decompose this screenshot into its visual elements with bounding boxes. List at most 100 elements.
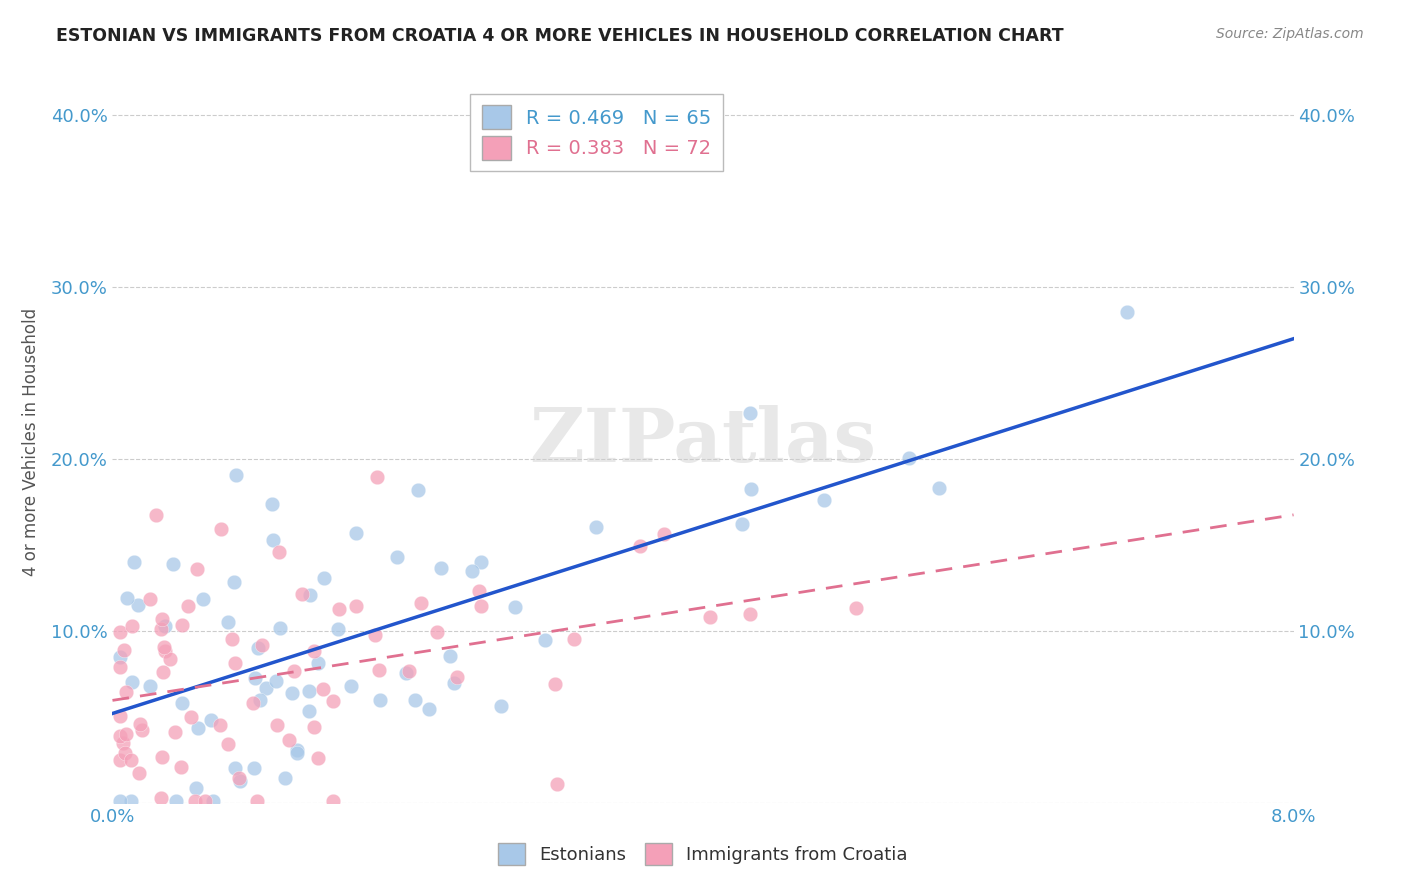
Point	[208, 718, 231, 732]
Point	[340, 679, 363, 693]
Point	[262, 533, 284, 547]
Point	[120, 753, 142, 767]
Point	[222, 574, 245, 589]
Point	[562, 632, 585, 646]
Point	[108, 729, 131, 743]
Point	[221, 632, 243, 646]
Point	[108, 709, 131, 723]
Point	[162, 558, 184, 572]
Point	[738, 607, 761, 621]
Point	[115, 685, 138, 699]
Point	[652, 527, 675, 541]
Point	[274, 771, 297, 785]
Text: ESTONIAN VS IMMIGRANTS FROM CROATIA 4 OR MORE VEHICLES IN HOUSEHOLD CORRELATION : ESTONIAN VS IMMIGRANTS FROM CROATIA 4 OR…	[56, 27, 1064, 45]
Point	[281, 686, 304, 700]
Point	[503, 600, 526, 615]
Point	[304, 720, 326, 734]
Point	[217, 615, 239, 630]
Point	[122, 555, 145, 569]
Point	[283, 664, 305, 678]
Point	[131, 723, 153, 737]
Point	[307, 750, 329, 764]
Point	[277, 733, 299, 747]
Point	[363, 628, 385, 642]
Point	[406, 483, 429, 497]
Point	[731, 517, 754, 532]
Point	[247, 641, 270, 656]
Point	[699, 609, 721, 624]
Point	[409, 596, 432, 610]
Point	[426, 625, 449, 640]
Point	[285, 746, 308, 760]
Point	[243, 761, 266, 775]
Point	[152, 665, 174, 680]
Point	[285, 743, 308, 757]
Point	[129, 716, 152, 731]
Point	[298, 588, 321, 602]
Point	[368, 693, 391, 707]
Point	[439, 648, 461, 663]
Point	[155, 618, 177, 632]
Point	[224, 761, 246, 775]
Point	[139, 679, 162, 693]
Point	[112, 736, 135, 750]
Point	[150, 612, 173, 626]
Point	[534, 633, 557, 648]
Legend: Estonians, Immigrants from Croatia: Estonians, Immigrants from Croatia	[489, 834, 917, 874]
Point	[304, 644, 326, 658]
Point	[108, 649, 131, 664]
Point	[322, 694, 344, 708]
Point	[312, 682, 335, 697]
Point	[145, 508, 167, 522]
Point	[177, 599, 200, 614]
Point	[585, 520, 607, 534]
Point	[121, 675, 143, 690]
Point	[460, 564, 482, 578]
Point	[242, 696, 264, 710]
Point	[225, 468, 247, 483]
Point	[184, 780, 207, 795]
Point	[430, 561, 453, 575]
Point	[245, 794, 267, 808]
Point	[108, 753, 131, 767]
Point	[395, 665, 418, 680]
Point	[344, 599, 367, 613]
Point	[367, 663, 389, 677]
Point	[209, 522, 232, 536]
Point	[344, 525, 367, 540]
Point	[200, 713, 222, 727]
Point	[152, 749, 174, 764]
Point	[404, 693, 426, 707]
Point	[180, 710, 202, 724]
Point	[184, 794, 207, 808]
Point	[628, 539, 651, 553]
Point	[468, 584, 491, 599]
Point	[127, 599, 149, 613]
Point	[153, 640, 176, 654]
Point	[491, 698, 513, 713]
Point	[229, 773, 252, 788]
Point	[149, 623, 172, 637]
Point	[108, 660, 131, 674]
Point	[1115, 304, 1137, 318]
Point	[114, 746, 136, 760]
Point	[298, 704, 321, 718]
Point	[740, 482, 762, 496]
Point	[217, 737, 239, 751]
Point	[544, 676, 567, 690]
Point	[845, 601, 868, 615]
Point	[115, 591, 138, 605]
Point	[418, 702, 440, 716]
Point	[128, 766, 150, 780]
Point	[738, 406, 761, 420]
Point	[269, 621, 291, 635]
Point	[546, 777, 568, 791]
Point	[312, 571, 335, 585]
Point	[250, 638, 273, 652]
Point	[121, 618, 143, 632]
Y-axis label: 4 or more Vehicles in Household: 4 or more Vehicles in Household	[21, 308, 39, 575]
Point	[470, 599, 492, 613]
Point	[366, 470, 388, 484]
Point	[328, 601, 350, 615]
Point	[264, 674, 287, 689]
